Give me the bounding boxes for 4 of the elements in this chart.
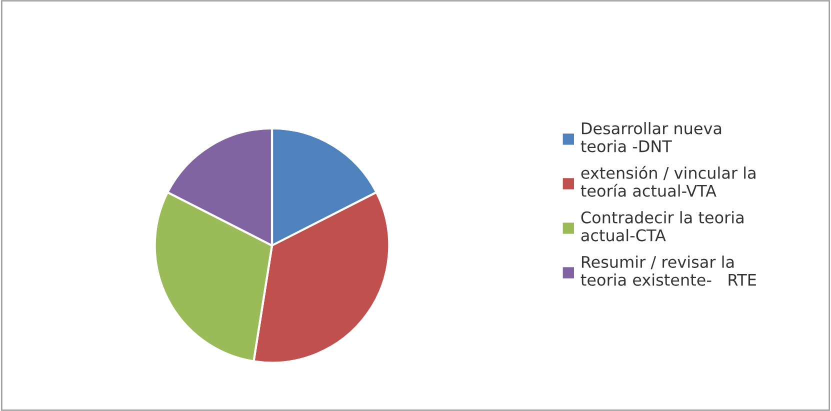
legend-label: extensión / vincular la teoría actual-VTA — [580, 166, 756, 197]
legend-label: Contradecir la teoria actual-CTA — [581, 211, 744, 242]
legend-label: Desarrollar nueva teoria -DNT — [580, 122, 722, 152]
legend-label: Resumir / revisar la teoria existente- RTE — [580, 256, 756, 286]
